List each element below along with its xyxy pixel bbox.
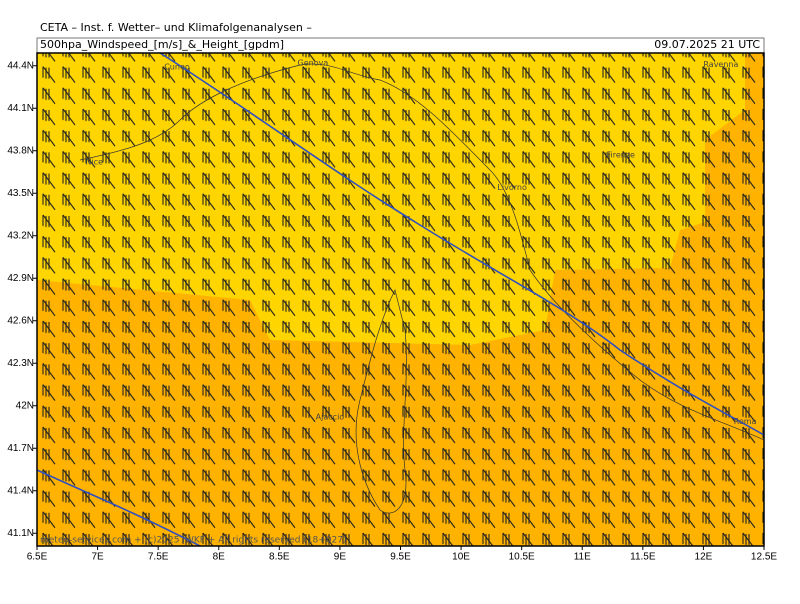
x-tick-label: 7E <box>91 552 104 563</box>
city-label: Genova <box>298 58 329 67</box>
city-label: Livorno <box>497 183 527 192</box>
y-tick-label: 43.2N <box>7 230 34 241</box>
y-tick-label: 43.5N <box>7 188 34 199</box>
wind-barbs <box>37 53 764 546</box>
city-label: Cuneo <box>164 63 190 72</box>
coastlines <box>79 63 764 514</box>
height-contour <box>37 469 201 546</box>
y-tick-label: 42.9N <box>7 273 34 284</box>
y-tick-label: 43.8N <box>7 145 34 156</box>
x-tick-label: 12.5E <box>751 552 777 563</box>
x-tick-label: 9E <box>334 552 347 563</box>
x-tick-label: 10.5E <box>509 552 535 563</box>
footer-credit: meteo-services.com + (c)2025 IWKF + All … <box>40 536 347 546</box>
city-label: Ravenna <box>703 60 738 69</box>
x-tick-label: 7.5E <box>148 552 169 563</box>
city-label: Firenze <box>606 151 635 160</box>
header-institute: CETA – Inst. f. Wetter– und Klimafolgena… <box>40 21 312 34</box>
y-tick-label: 42.6N <box>7 315 34 326</box>
x-tick-label: 8E <box>213 552 226 563</box>
y-tick-label: 41.4N <box>7 485 34 496</box>
city-label: Nice <box>85 158 103 167</box>
y-tick-label: 44.1N <box>7 103 34 114</box>
x-tick-label: 9.5E <box>390 552 411 563</box>
x-tick-label: 10E <box>452 552 470 563</box>
x-tick-label: 6.5E <box>27 552 48 563</box>
header-time: 09.07.2025 21 UTC <box>654 38 760 51</box>
y-tick-label: 44.4N <box>7 60 34 71</box>
y-tick-label: 41.7N <box>7 443 34 454</box>
height-contour <box>159 53 764 436</box>
city-label: Ajaccio <box>316 413 345 422</box>
y-tick-label: 42N <box>16 400 34 411</box>
header-product: 500hpa_Windspeed_[m/s]_&_Height_[gpdm] <box>40 38 284 51</box>
x-tick-label: 8.5E <box>269 552 290 563</box>
city-label: Roma <box>734 417 757 426</box>
x-tick-label: 11E <box>574 552 591 563</box>
y-tick-label: 41.1N <box>7 528 34 539</box>
x-tick-label: 11.5E <box>630 552 656 563</box>
y-tick-label: 42.3N <box>7 358 34 369</box>
x-tick-label: 12E <box>695 552 713 563</box>
map-area: Cuneo Genova Ravenna Nice Firenze Livorno Ajac… <box>37 53 764 546</box>
